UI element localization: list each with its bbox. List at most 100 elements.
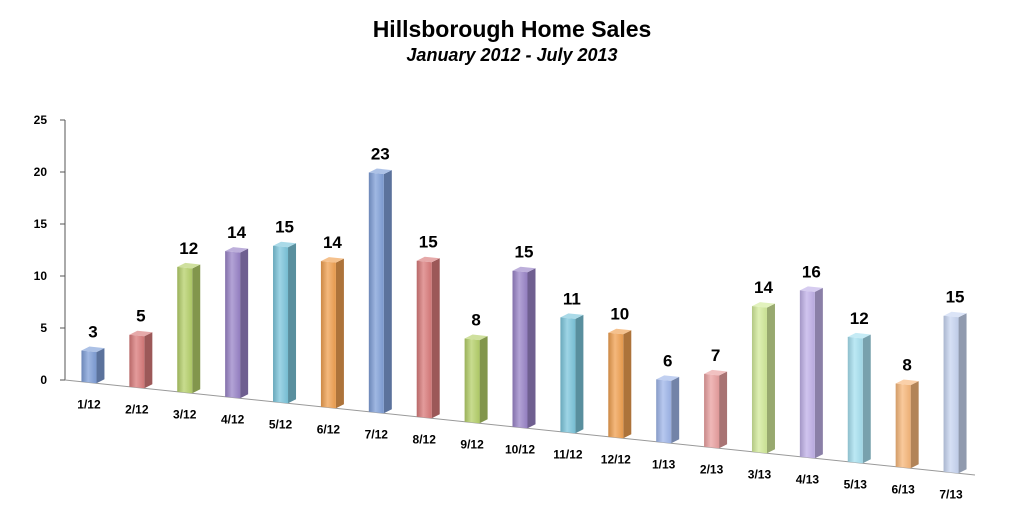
bar-front-face [799,290,815,459]
bar-top-face [368,168,392,175]
bar [943,311,967,474]
bar-side-face [383,170,392,414]
bar-top-face [560,313,584,319]
bar-front-face [320,261,336,409]
x-tick-label: 3/12 [173,408,197,422]
bar-front-face [512,270,528,429]
data-label: 12 [179,239,198,258]
x-tick-label: 12/12 [601,453,631,467]
bar-front-face [608,332,624,439]
data-label: 3 [88,323,97,342]
bar-top-face [895,379,919,386]
data-label: 15 [946,288,965,307]
bar [129,330,153,389]
y-tick-label: 0 [40,373,47,387]
data-label: 5 [136,307,145,326]
bar-top-face [225,247,249,253]
x-tick-label: 4/13 [796,473,820,487]
x-tick-label: 11/12 [553,448,583,462]
bar-side-face [671,376,680,444]
x-tick-label: 6/13 [891,483,915,497]
y-tick-label: 20 [34,165,48,179]
bar [225,247,249,399]
data-label: 6 [663,351,672,370]
bar-front-face [273,245,289,404]
bar-side-face [335,258,344,409]
bar [895,379,919,469]
bar-top-face [799,286,823,292]
bar [464,334,488,424]
y-tick-label: 5 [40,321,47,335]
bar-front-face [560,317,576,434]
bar-front-face [225,251,241,399]
bar [751,302,775,454]
data-label: 14 [227,223,246,242]
bar-top-face [464,334,488,341]
data-label: 14 [323,233,342,252]
bar-front-face [177,266,193,394]
x-tick-label: 7/13 [939,488,963,502]
bar [81,346,105,384]
bar [177,262,201,394]
bar-side-face [719,371,728,449]
data-label: 15 [419,233,438,252]
bar-front-face [895,383,911,469]
bar [656,375,680,444]
x-tick-label: 5/12 [269,418,293,432]
bar-top-face [177,262,201,269]
bar [847,332,871,464]
data-label: 7 [711,346,720,365]
bar-top-face [273,241,297,248]
data-label: 15 [515,243,534,262]
data-label: 16 [802,262,821,281]
bar-top-face [943,311,967,318]
y-tick-label: 25 [34,113,48,127]
x-tick-label: 9/12 [460,438,484,452]
x-tick-label: 2/13 [700,463,724,477]
bar-top-face [608,328,632,335]
bar-side-face [431,258,440,419]
bar-front-face [656,379,672,444]
x-tick-label: 10/12 [505,443,535,457]
data-label: 12 [850,309,869,328]
bar-top-face [320,257,344,263]
bar [608,328,632,439]
y-tick-label: 10 [34,269,48,283]
bar [416,256,440,419]
bar [368,168,392,414]
bar-top-face [129,330,153,337]
bar-front-face [81,350,97,384]
bars [81,168,967,474]
bar-side-face [623,330,632,439]
bar-top-face [704,369,728,376]
bar-front-face [704,373,720,449]
bar-top-face [81,346,105,353]
bar-side-face [192,264,201,394]
bar-front-face [416,260,432,419]
bar-front-face [847,336,863,464]
bar [799,286,823,459]
bar [704,369,728,449]
x-tick-label: 1/13 [652,458,676,472]
bar [320,257,344,409]
x-tick-label: 4/12 [221,413,245,427]
bar-front-face [129,334,145,389]
x-tick-label: 2/12 [125,403,149,417]
x-tick-label: 7/12 [365,428,389,442]
bar-top-face [847,332,871,339]
data-label: 8 [471,311,480,330]
bar-top-face [416,256,440,263]
data-label: 11 [563,289,581,308]
bar-top-face [656,375,680,381]
data-label: 14 [754,278,773,297]
bar-top-face [512,266,536,273]
data-label: 10 [610,305,629,324]
data-label: 23 [371,145,390,164]
x-tick-label: 6/12 [317,423,341,437]
bar-side-face [766,303,775,454]
chart-title: Hillsborough Home Sales [372,16,652,42]
bar [560,313,584,434]
bar-top-face [751,302,775,308]
x-tick-label: 3/13 [748,468,772,482]
